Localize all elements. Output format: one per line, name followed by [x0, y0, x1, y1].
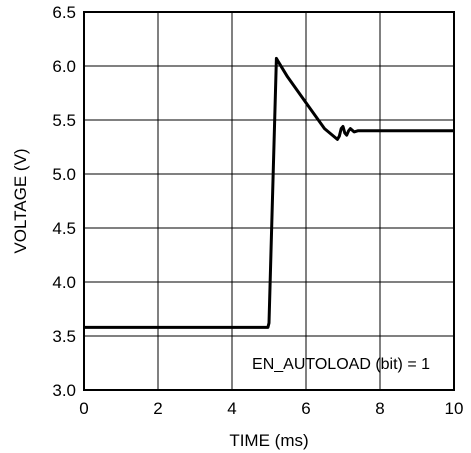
x-tick-labels: 0 2 4 6 8 10 — [79, 399, 463, 418]
series-line — [84, 56, 454, 329]
y-tick-label: 6.5 — [52, 3, 76, 22]
y-tick-label: 3.0 — [52, 381, 76, 400]
x-tick-label: 0 — [79, 399, 88, 418]
x-tick-label: 4 — [227, 399, 236, 418]
y-axis-label: VOLTAGE (V) — [11, 148, 30, 253]
chart-annotation: EN_AUTOLOAD (bit) = 1 — [252, 356, 430, 373]
x-axis-label: TIME (ms) — [229, 431, 308, 450]
y-tick-label: 6.0 — [52, 57, 76, 76]
y-tick-label: 4.5 — [52, 219, 76, 238]
x-tick-label: 10 — [445, 399, 464, 418]
y-tick-label: 4.0 — [52, 273, 76, 292]
y-tick-labels: 3.0 3.5 4.0 4.5 5.0 5.5 6.0 6.5 — [52, 3, 76, 400]
x-tick-label: 2 — [153, 399, 162, 418]
plot-frame — [83, 11, 455, 391]
grid-lines — [84, 12, 454, 390]
y-tick-label: 5.5 — [52, 111, 76, 130]
x-tick-label: 6 — [301, 399, 310, 418]
x-tick-label: 8 — [375, 399, 384, 418]
y-tick-label: 5.0 — [52, 165, 76, 184]
y-tick-label: 3.5 — [52, 327, 76, 346]
series-layer — [84, 56, 454, 329]
